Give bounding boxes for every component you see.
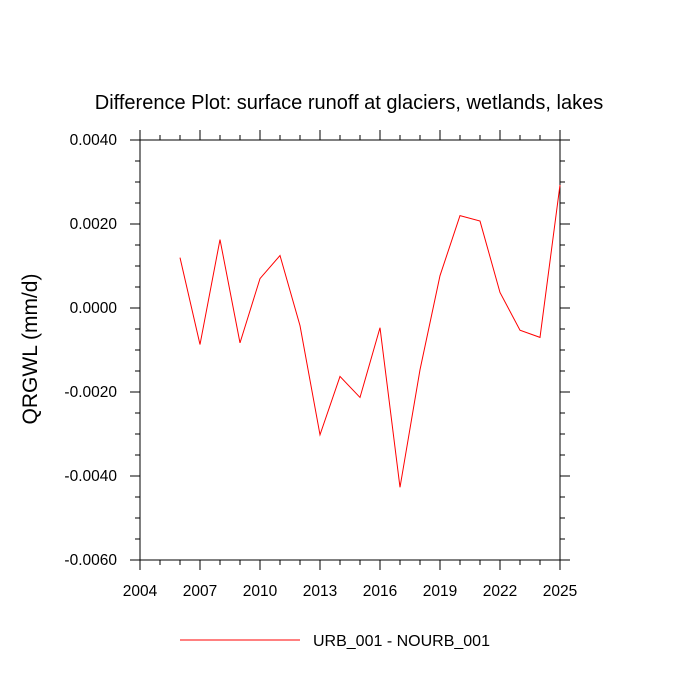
legend-label: URB_001 - NOURB_001 bbox=[313, 633, 490, 650]
y-tick-label: 0.0000 bbox=[70, 300, 118, 317]
x-tick-label: 2025 bbox=[543, 583, 577, 600]
x-tick-label: 2013 bbox=[303, 583, 337, 600]
y-tick-label: -0.0040 bbox=[64, 468, 117, 485]
y-axis-label: QRGWL (mm/d) bbox=[19, 274, 42, 425]
x-tick-label: 2010 bbox=[243, 583, 278, 600]
chart-title: Difference Plot: surface runoff at glaci… bbox=[95, 92, 603, 114]
series-line bbox=[179, 184, 561, 488]
legend: URB_001 - NOURB_001 bbox=[180, 633, 490, 650]
x-tick-label: 2007 bbox=[183, 583, 217, 600]
plot-frame bbox=[139, 139, 561, 561]
y-tick-label: 0.0040 bbox=[70, 132, 118, 149]
x-tick-label: 2016 bbox=[363, 583, 397, 600]
axis-ticks bbox=[130, 130, 570, 570]
y-tick-label: -0.0060 bbox=[64, 552, 117, 569]
x-tick-label: 2004 bbox=[123, 583, 158, 600]
x-tick-label: 2022 bbox=[483, 583, 517, 600]
y-tick-label: -0.0020 bbox=[64, 384, 117, 401]
x-tick-label: 2019 bbox=[423, 583, 457, 600]
series-layer bbox=[179, 184, 561, 488]
y-tick-label: 0.0020 bbox=[70, 216, 118, 233]
axis-tick-labels: 2004 2007 2010 2013 2016 2019 2022 2025 -0.0060 -… bbox=[64, 132, 577, 600]
